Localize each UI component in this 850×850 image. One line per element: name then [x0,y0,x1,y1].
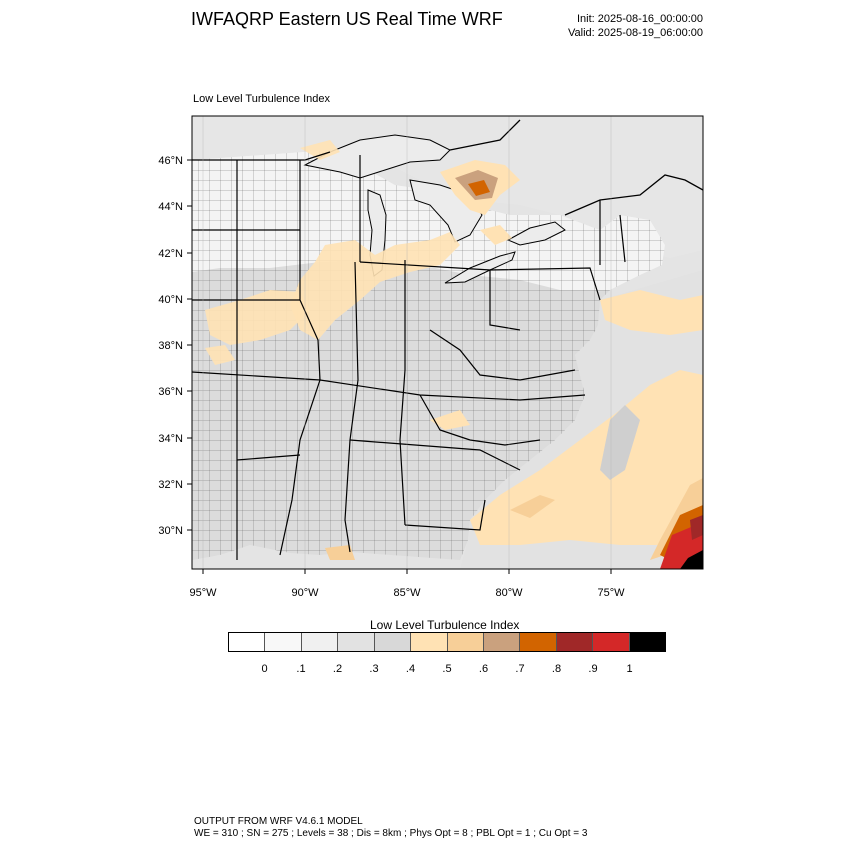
county-lines [192,150,665,560]
colorbar-cell [265,633,302,651]
lon-ticks [202,569,612,574]
lat-label: 40°N [158,294,183,306]
colorbar-cell [301,633,339,651]
colorbar-cell [483,633,521,651]
lon-label: 80°W [495,587,523,599]
colorbar-tick-label: 0 [261,663,268,675]
lat-label: 32°N [158,479,183,491]
lon-labels: 95°W 90°W 85°W 80°W 75°W [189,587,625,599]
lat-label: 44°N [158,201,183,213]
lat-label: 42°N [158,248,183,260]
colorbar-cell [374,633,412,651]
lake-erie [444,251,516,284]
colorbar-tick-label: .7 [515,663,525,675]
footer-config-line: WE = 310 ; SN = 275 ; Levels = 38 ; Dis … [194,828,588,839]
init-time: Init: 2025-08-16_00:00:00 [577,13,703,25]
lat-labels: 46°N 44°N 42°N 40°N 38°N 36°N 34°N 32°N … [158,155,183,537]
gulf-water [192,547,460,569]
lat-ticks [187,159,192,531]
colorbar-cell [411,633,448,651]
lat-label: 38°N [158,340,183,352]
colorbar-tick-label: .4 [405,663,416,675]
lat-label: 34°N [158,433,183,445]
colorbar [228,632,666,652]
colorbar-cell [229,633,266,651]
map-title: Low Level Turbulence Index [193,93,330,105]
map-plot [192,116,703,569]
lake-ontario [506,221,566,246]
lon-label: 90°W [291,587,319,599]
colorbar-tick-label: .3 [369,663,379,675]
footer-model-line: OUTPUT FROM WRF V4.6.1 MODEL [194,816,363,827]
colorbar-cell [629,633,666,651]
colorbar-cell [520,633,557,651]
page-title: IWFAQRP Eastern US Real Time WRF [191,9,503,29]
valid-time: Valid: 2025-08-19_06:00:00 [568,27,703,39]
colorbar-cell [338,633,375,651]
turbulence-shading [205,140,703,569]
lake-superior [303,134,451,179]
colorbar-tick-label: .2 [332,663,343,675]
lon-label: 85°W [393,587,421,599]
colorbar-tick-label: 1 [626,663,633,675]
lon-label: 95°W [189,587,217,599]
state-borders [192,155,626,560]
lat-label: 30°N [158,525,183,537]
colorbar-cell [447,633,484,651]
colorbar-tick-label: .9 [588,663,598,675]
colorbar-cell [556,633,594,651]
colorbar-title: Low Level Turbulence Index [370,618,520,632]
lat-label: 36°N [158,386,183,398]
colorbar-tick-label: .6 [478,663,489,675]
lat-label: 46°N [158,155,183,167]
graticule [202,116,612,569]
colorbar-tick-label: .8 [551,663,562,675]
colorbar-cell [593,633,630,651]
lon-label: 75°W [597,587,625,599]
colorbar-tick-label: .5 [442,663,452,675]
colorbar-tick-label: .1 [296,663,306,675]
map-frame [191,115,704,570]
